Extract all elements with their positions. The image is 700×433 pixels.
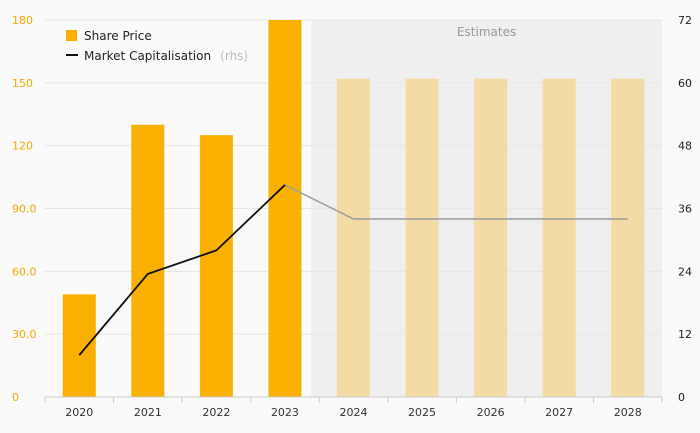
x-tick-label: 2021 [134, 406, 162, 419]
left-tick-label: 120 [12, 140, 33, 153]
market-cap-line [78, 184, 628, 356]
bar-2020 [62, 294, 96, 397]
bar-2024 [337, 78, 370, 398]
x-tick-label: 2025 [408, 406, 436, 419]
bar-2025 [405, 78, 439, 398]
right-axis-ticks: 0 12 24 36 48 60 72 [678, 14, 692, 404]
market-cap-line-actual [78, 184, 286, 356]
left-tick-label: 30.0 [12, 328, 37, 341]
right-tick-label: 36 [678, 203, 692, 216]
legend-market-cap-name: Market Capitalisation [84, 49, 211, 63]
market-cap-line-estimate [284, 184, 628, 220]
bar-2021 [131, 124, 165, 397]
left-tick-label: 150 [12, 77, 33, 90]
legend-market-cap-suffix: (rhs) [220, 49, 248, 63]
left-tick-label: 0 [12, 391, 19, 404]
right-tick-label: 48 [678, 140, 692, 153]
x-tick-label: 2022 [202, 406, 230, 419]
bar-2027 [542, 78, 576, 398]
x-tick-label: 2026 [477, 406, 505, 419]
legend-share-price-swatch [66, 30, 77, 41]
bar-2023 [268, 20, 302, 397]
bar-2026 [474, 78, 508, 398]
legend-share-price-label: Share Price [84, 29, 152, 43]
left-axis-ticks: 0 30.0 60.0 90.0 120 150 180 [12, 14, 37, 404]
right-tick-label: 12 [678, 328, 692, 341]
share-price-bars [62, 20, 645, 398]
estimates-label: Estimates [457, 25, 516, 39]
left-tick-label: 90.0 [12, 203, 37, 216]
x-axis-ticks: 2020 2021 2022 2023 2024 2025 2026 2027 2028 [44, 397, 663, 419]
legend-market-cap-label: Market Capitalisation (rhs) [84, 45, 248, 64]
legend: Share Price Market Capitalisation (rhs) [66, 29, 248, 64]
bar-2028 [611, 78, 645, 398]
left-tick-label: 60.0 [12, 265, 37, 278]
x-tick-label: 2024 [340, 406, 368, 419]
right-tick-label: 72 [678, 14, 692, 27]
x-tick-label: 2020 [65, 406, 93, 419]
x-tick-label: 2027 [545, 406, 573, 419]
bar-2022 [199, 135, 233, 397]
x-tick-label: 2028 [614, 406, 642, 419]
left-tick-label: 180 [12, 14, 33, 27]
x-tick-label: 2023 [271, 406, 299, 419]
right-tick-label: 24 [678, 265, 692, 278]
right-tick-label: 60 [678, 77, 692, 90]
right-tick-label: 0 [678, 391, 685, 404]
